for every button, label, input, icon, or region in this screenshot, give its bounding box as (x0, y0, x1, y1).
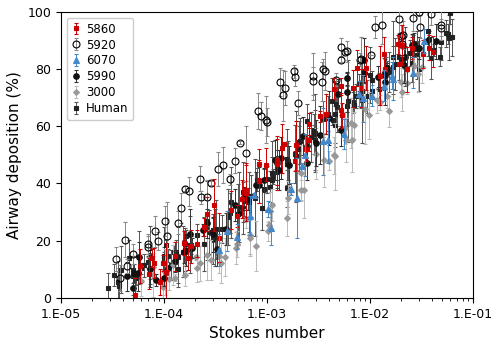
X-axis label: Stokes number: Stokes number (209, 326, 325, 341)
Legend: 5860, 5920, 6070, 5990, 3000, Human: 5860, 5920, 6070, 5990, 3000, Human (67, 18, 133, 120)
Y-axis label: Airway deposition (%): Airway deposition (%) (7, 71, 22, 239)
